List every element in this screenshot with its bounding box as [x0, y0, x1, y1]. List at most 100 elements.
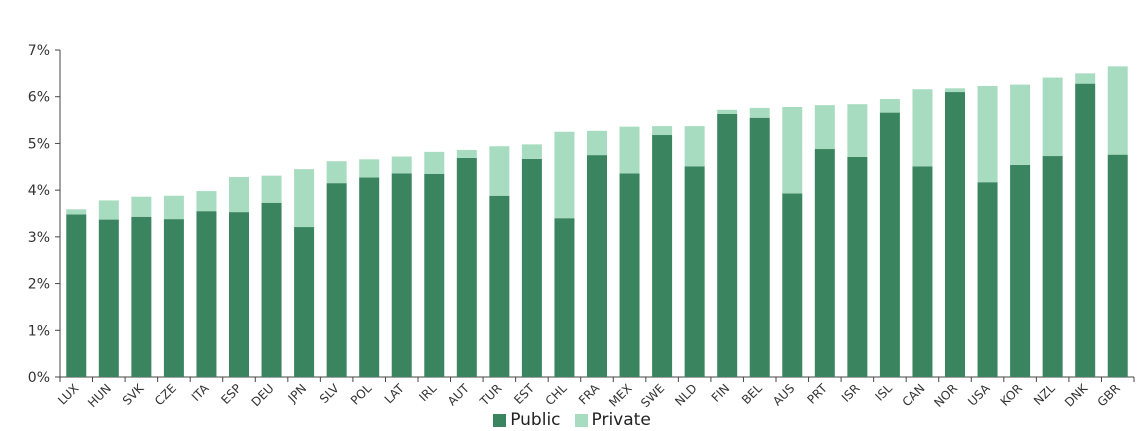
y-tick-label: 6% — [28, 90, 50, 106]
x-tick-label: POL — [348, 381, 375, 408]
bar-private-bel — [749, 107, 770, 118]
y-tick-label: 7% — [28, 43, 50, 59]
bar-private-irl — [424, 151, 445, 174]
x-tick-label: CZE — [152, 381, 179, 408]
bar-public-svk — [131, 216, 152, 377]
bar-public-ita — [196, 211, 217, 377]
legend-label-private: Private — [591, 410, 651, 430]
y-tick-label: 3% — [28, 230, 50, 246]
bar-public-aus — [782, 193, 803, 377]
bar-private-jpn — [294, 169, 315, 228]
x-tick-label: BEL — [739, 381, 765, 407]
bar-public-lat — [391, 173, 412, 377]
x-tick-label: CAN — [900, 381, 928, 409]
x-tick-label: NOR — [931, 381, 960, 410]
x-tick-label: IRL — [416, 381, 439, 404]
legend-item-public: Public — [493, 410, 561, 430]
bar-private-usa — [977, 85, 998, 183]
bar-public-can — [912, 166, 933, 377]
bar-private-gbr — [1107, 66, 1128, 155]
bar-private-prt — [814, 105, 835, 150]
bar-public-slv — [326, 183, 347, 377]
x-tick-label: JPN — [285, 381, 310, 406]
bar-private-nld — [684, 126, 705, 167]
legend-item-private: Private — [574, 410, 651, 430]
bar-public-isr — [847, 156, 868, 377]
bar-public-irl — [424, 173, 445, 377]
bar-public-esp — [229, 212, 249, 377]
bar-private-cze — [163, 195, 184, 220]
bar-public-hun — [98, 219, 119, 377]
bar-public-nld — [684, 166, 705, 377]
x-tick-label: SVK — [120, 380, 147, 407]
bar-private-fra — [587, 130, 607, 156]
bar-private-nor — [945, 88, 965, 93]
bar-public-nzl — [1042, 156, 1063, 377]
x-tick-label: FRA — [576, 381, 603, 408]
x-tick-label: AUS — [770, 381, 797, 408]
bar-public-dnk — [1075, 83, 1096, 378]
bar-public-mex — [619, 173, 640, 377]
x-tick-label: ITA — [189, 381, 212, 404]
bar-private-mex — [619, 126, 640, 174]
bar-public-deu — [261, 202, 282, 377]
bar-private-can — [912, 89, 933, 167]
bar-private-ita — [196, 191, 217, 212]
legend-swatch-private — [574, 413, 588, 427]
bar-private-aut — [456, 149, 477, 158]
bar-public-est — [521, 158, 542, 377]
x-tick-label: NLD — [672, 381, 700, 409]
bar-private-kor — [1010, 84, 1031, 165]
bar-public-jpn — [294, 227, 315, 377]
x-tick-label: PRT — [804, 381, 830, 407]
y-tick-label: 0% — [28, 370, 50, 386]
bar-private-tur — [489, 146, 510, 196]
x-tick-label: TUR — [477, 381, 505, 409]
x-tick-label: EST — [511, 381, 537, 407]
bar-private-fin — [717, 109, 738, 114]
x-tick-label: MEX — [606, 381, 634, 409]
bar-private-lux — [66, 209, 87, 215]
legend-swatch-public — [493, 413, 507, 427]
bar-public-tur — [489, 195, 510, 377]
bar-public-usa — [977, 182, 998, 377]
bar-public-aut — [456, 157, 477, 377]
x-tick-label: CHL — [543, 381, 570, 408]
x-tick-label: DNK — [1062, 380, 1091, 409]
x-tick-label: FIN — [709, 381, 733, 405]
bar-public-fin — [717, 113, 738, 378]
bar-private-isl — [879, 99, 900, 113]
y-tick-label: 2% — [28, 277, 50, 293]
x-tick-label: NZL — [1031, 381, 1058, 408]
bar-public-gbr — [1107, 154, 1128, 377]
x-tick-label: HUN — [85, 381, 114, 410]
bar-private-swe — [652, 126, 673, 136]
x-tick-label: SLV — [317, 381, 342, 406]
bar-public-lux — [66, 214, 87, 377]
bar-public-cze — [163, 219, 184, 377]
bar-private-isr — [847, 104, 868, 157]
x-tick-label: LAT — [382, 381, 408, 407]
bar-private-pol — [359, 159, 380, 178]
bar-public-swe — [652, 135, 673, 377]
bar-private-esp — [229, 177, 249, 213]
x-tick-label: ISL — [873, 381, 896, 404]
x-tick-label: AUT — [445, 381, 473, 409]
x-tick-label: USA — [965, 381, 993, 409]
bar-public-nor — [945, 92, 965, 378]
y-tick-label: 1% — [28, 323, 50, 339]
bar-public-prt — [814, 149, 835, 377]
bar-private-svk — [131, 196, 152, 217]
y-tick-label: 5% — [28, 136, 50, 152]
bar-private-aus — [782, 106, 803, 194]
x-tick-label: DEU — [249, 381, 277, 409]
bar-public-pol — [359, 177, 380, 377]
x-tick-label: SWE — [638, 381, 667, 410]
stacked-bar-chart: 0% 1% 2% 3% 4% 5% 6% 7% LUX HUN SVK CZE ITA ESP DEU JPN… — [28, 43, 1135, 410]
x-tick-label: LUX — [55, 381, 81, 407]
bar-private-dnk — [1075, 73, 1096, 84]
x-tick-label: ISR — [839, 381, 863, 405]
legend-label-public: Public — [510, 410, 561, 430]
x-tick-label: GBR — [1095, 381, 1123, 409]
bar-private-deu — [261, 175, 282, 203]
